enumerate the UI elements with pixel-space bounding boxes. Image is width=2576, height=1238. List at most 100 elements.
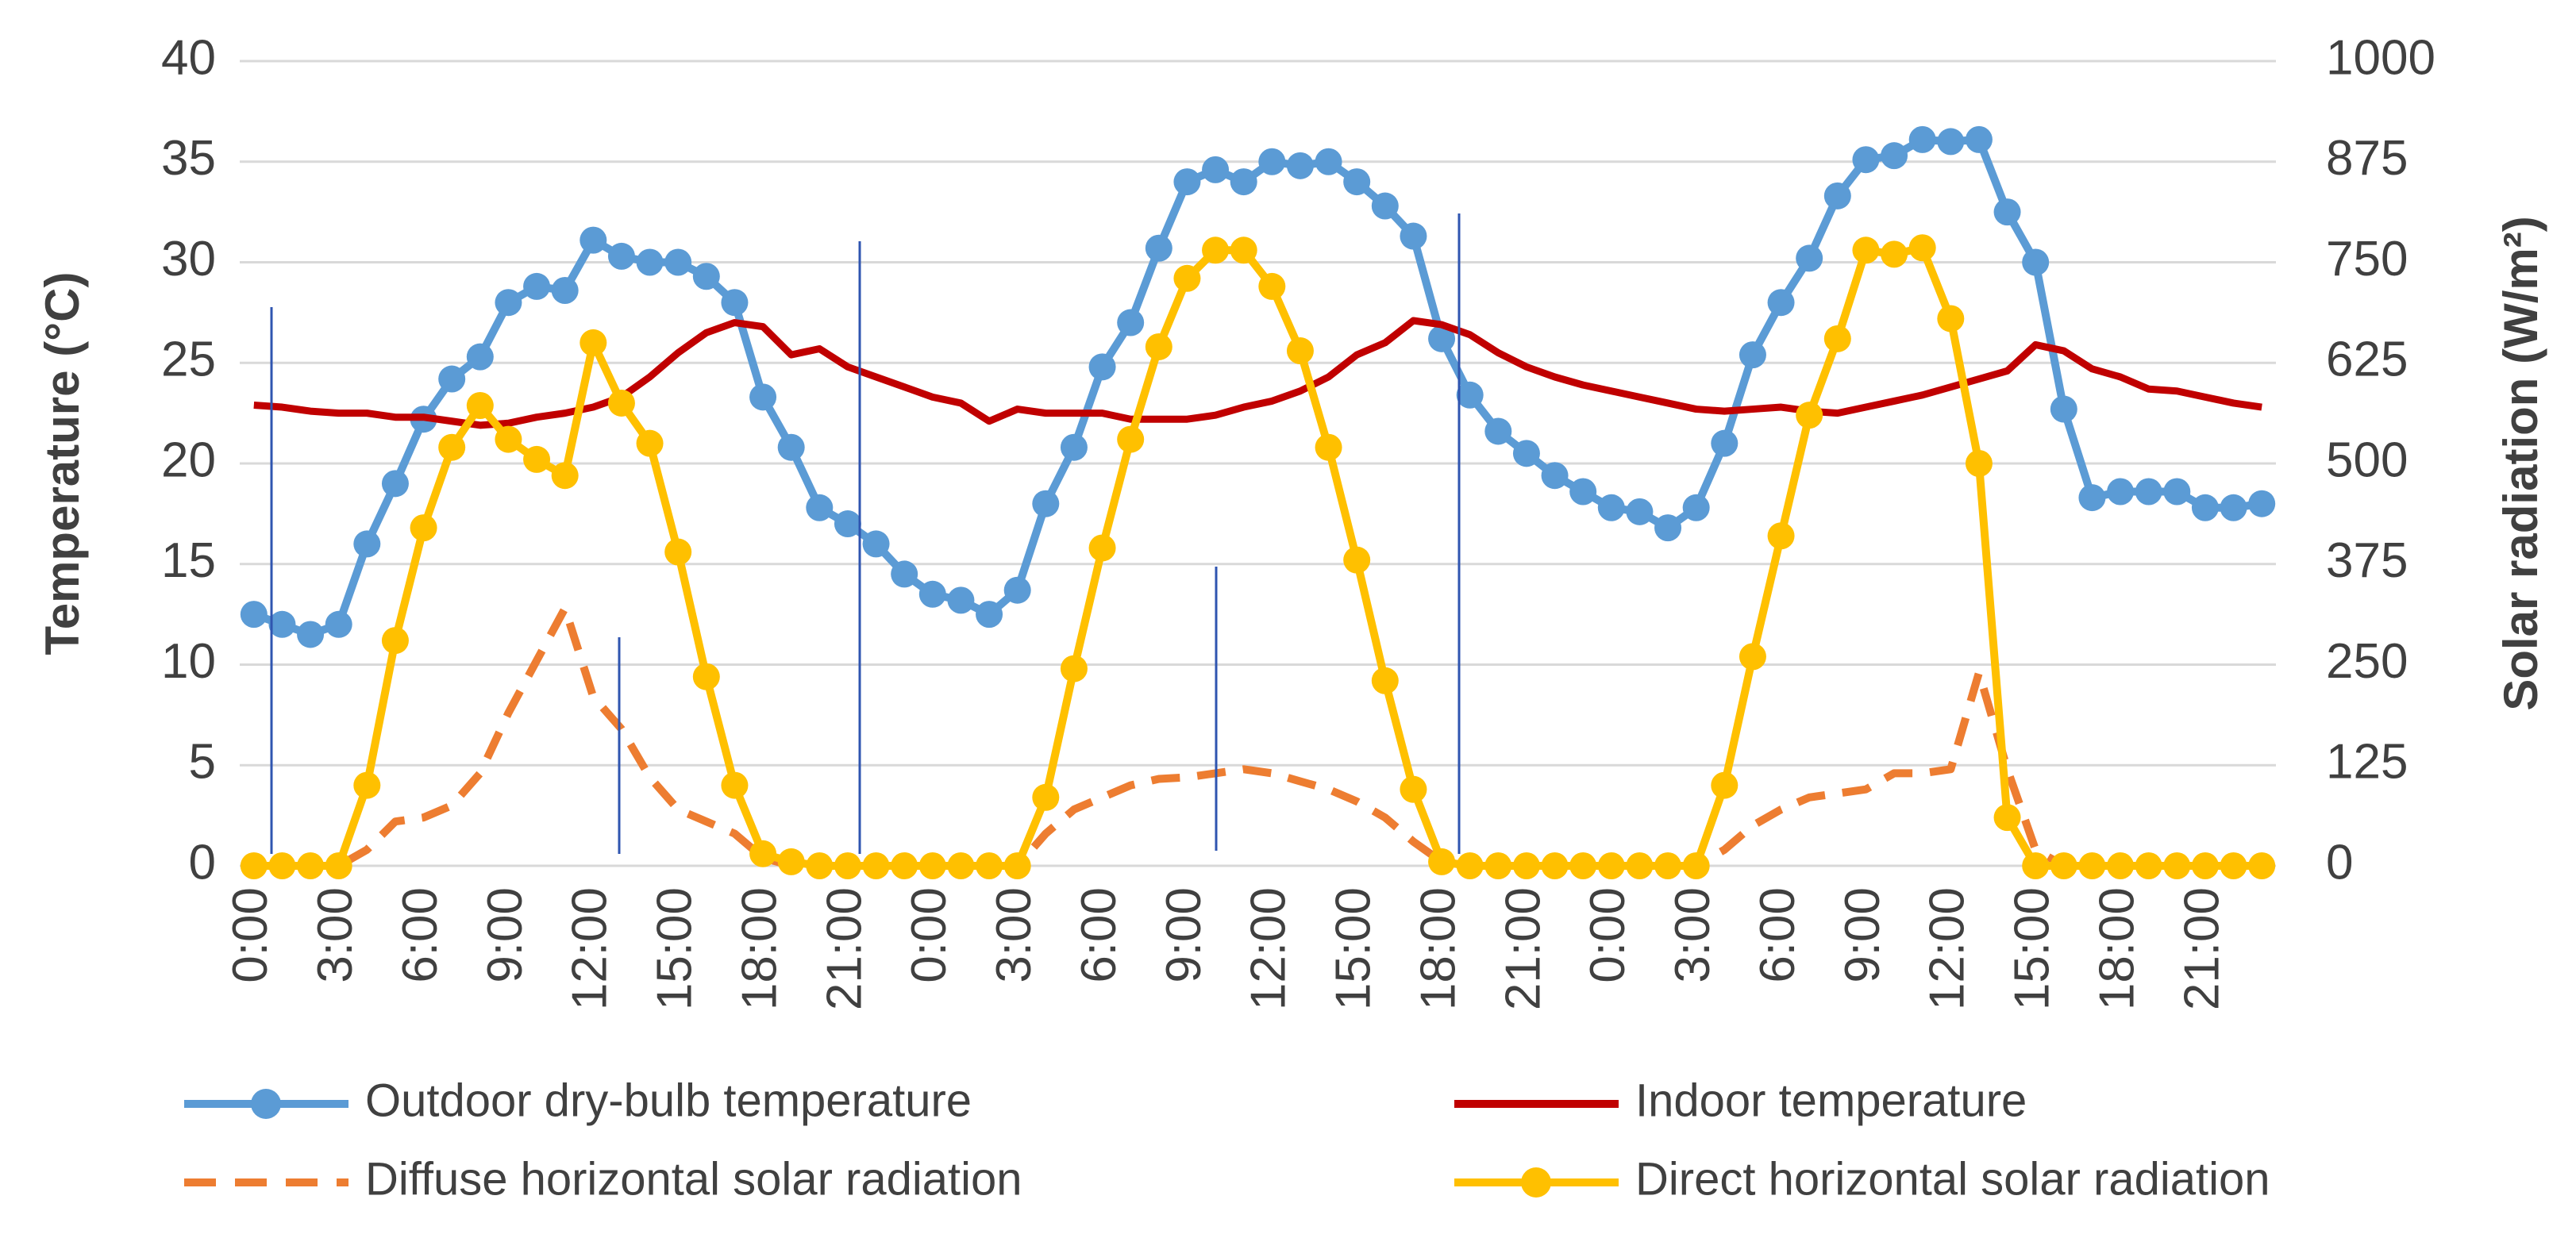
series-marker <box>891 852 918 879</box>
series-marker <box>1823 182 1851 210</box>
series-marker <box>1371 667 1399 694</box>
series-marker <box>1230 168 1257 196</box>
y2-tick-label: 750 <box>2326 232 2408 286</box>
series-marker <box>2078 852 2106 879</box>
series-marker <box>2191 494 2219 521</box>
series-marker <box>2163 478 2191 506</box>
series-marker <box>325 610 352 638</box>
y2-tick-label: 625 <box>2326 333 2408 387</box>
y-tick-label: 25 <box>161 333 216 387</box>
series-marker <box>862 852 890 879</box>
series-marker <box>1286 337 1314 365</box>
x-tick-label: 12:00 <box>1242 887 1296 1010</box>
x-tick-label: 0:00 <box>902 887 957 983</box>
series-marker <box>2022 248 2050 276</box>
legend-label: Indoor temperature <box>1635 1075 2027 1126</box>
y-tick-label: 15 <box>161 533 216 588</box>
series-marker <box>1145 333 1172 360</box>
series-marker <box>2078 484 2106 512</box>
legend-label: Direct horizontal solar radiation <box>1635 1153 2270 1205</box>
y-tick-label: 5 <box>189 735 216 790</box>
x-tick-label: 21:00 <box>2174 887 2229 1010</box>
y2-axis-title: Solar radiation (W/m²) <box>2494 216 2547 710</box>
series-marker <box>947 852 975 879</box>
legend-label: Outdoor dry-bulb temperature <box>365 1075 972 1126</box>
x-tick-label: 15:00 <box>2005 887 2060 1010</box>
x-tick-label: 21:00 <box>817 887 872 1010</box>
x-tick-label: 15:00 <box>1327 887 1381 1010</box>
series-marker <box>1881 240 1908 268</box>
series-marker <box>580 226 607 254</box>
legend-marker <box>251 1089 281 1119</box>
series-marker <box>297 621 325 648</box>
x-tick-label: 18:00 <box>2089 887 2144 1010</box>
series-marker <box>1512 852 1540 879</box>
series-marker <box>607 242 635 270</box>
x-tick-label: 6:00 <box>1750 887 1805 983</box>
series-marker <box>1032 490 1060 517</box>
series-marker <box>1569 852 1597 879</box>
series-marker <box>834 852 861 879</box>
series-marker <box>1654 514 1682 542</box>
y2-tick-label: 125 <box>2326 735 2408 790</box>
series-marker <box>1541 852 1569 879</box>
series-marker <box>1400 775 1427 803</box>
series-marker <box>466 343 494 371</box>
series-marker <box>1852 236 1880 264</box>
y-axis-title: Temperature (°C) <box>36 272 89 656</box>
series-marker <box>636 429 664 457</box>
series-marker <box>976 852 1003 879</box>
x-tick-label: 0:00 <box>223 887 278 983</box>
series-marker <box>721 771 749 799</box>
series-marker <box>1993 198 2021 226</box>
series-marker <box>1796 244 1823 272</box>
series-marker <box>1230 236 1257 264</box>
y2-tick-label: 500 <box>2326 433 2408 487</box>
series-marker <box>2135 478 2162 506</box>
series-marker <box>1343 546 1371 574</box>
series-marker <box>551 462 579 490</box>
series-marker <box>1400 222 1427 250</box>
series-marker <box>1343 168 1371 196</box>
y-tick-label: 30 <box>161 232 216 286</box>
series-marker <box>2163 852 2191 879</box>
y2-tick-label: 375 <box>2326 533 2408 588</box>
legend-label: Diffuse horizontal solar radiation <box>365 1153 1022 1205</box>
y2-tick-label: 0 <box>2326 835 2353 890</box>
series-marker <box>1456 381 1484 409</box>
series-marker <box>1767 522 1795 550</box>
series-marker <box>891 560 918 588</box>
series-marker <box>1626 498 1654 525</box>
series-marker <box>2107 852 2135 879</box>
x-tick-label: 6:00 <box>1072 887 1126 983</box>
series-marker <box>381 470 409 498</box>
series-marker <box>664 248 692 276</box>
series-marker <box>240 601 268 629</box>
series-marker <box>1767 289 1795 317</box>
series-marker <box>947 586 975 614</box>
series-marker <box>1173 264 1201 292</box>
x-tick-label: 9:00 <box>478 887 533 983</box>
series-marker <box>1626 852 1654 879</box>
series-marker <box>1117 309 1145 336</box>
series-marker <box>1088 353 1116 381</box>
series-marker <box>1258 148 1286 175</box>
series-marker <box>325 852 352 879</box>
series-marker <box>1937 128 1965 156</box>
series-marker <box>495 289 522 317</box>
series-marker <box>1371 192 1399 220</box>
series-marker <box>862 530 890 558</box>
series-marker <box>1908 234 1936 262</box>
x-tick-label: 6:00 <box>393 887 448 983</box>
y2-tick-label: 875 <box>2326 131 2408 186</box>
series-marker <box>2050 395 2077 423</box>
x-tick-label: 15:00 <box>648 887 703 1010</box>
series-marker <box>1315 433 1342 461</box>
series-marker <box>1512 440 1540 467</box>
series-marker <box>466 391 494 419</box>
y2-tick-label: 250 <box>2326 634 2408 689</box>
series-marker <box>1852 146 1880 174</box>
series-marker <box>607 389 635 417</box>
series-marker <box>353 530 381 558</box>
